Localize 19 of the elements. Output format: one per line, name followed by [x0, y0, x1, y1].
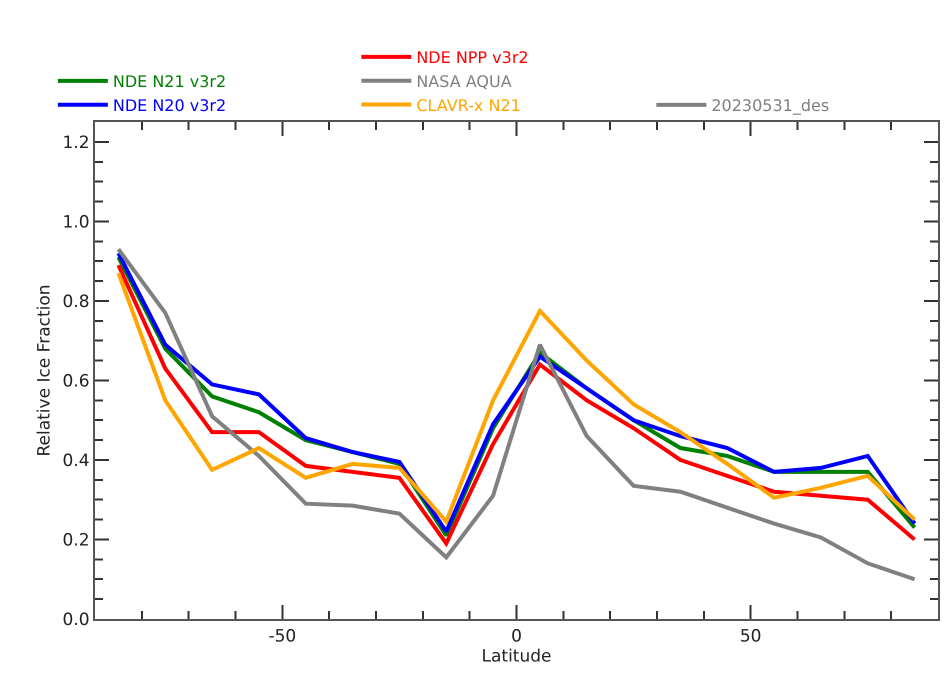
- x-axis-title: Latitude: [482, 646, 552, 666]
- y-tick-label: 0.6: [62, 371, 90, 392]
- legend-label: 20230531_des: [711, 96, 830, 116]
- y-axis-title: Relative Ice Fraction: [34, 284, 55, 457]
- y-tick-label: 0.0: [62, 610, 90, 630]
- legend-label: NDE N21 v3r2: [112, 72, 226, 92]
- legend-label: NASA AQUA: [416, 72, 512, 91]
- y-tick-label: 1.0: [62, 212, 90, 232]
- x-tick-label: -50: [268, 626, 296, 646]
- line-series: [116, 247, 917, 582]
- legend-label: NDE NPP v3r2: [416, 48, 529, 68]
- y-tick-label: 0.4: [62, 450, 90, 471]
- y-tick-label: 1.2: [62, 132, 90, 153]
- y-tick-label: 0.8: [62, 292, 90, 312]
- legend-label: NDE N20 v3r2: [112, 96, 226, 115]
- x-tick-label: 0: [511, 626, 522, 646]
- x-tick-label: 50: [740, 626, 762, 646]
- legend-label: CLAVR-x N21: [416, 96, 521, 115]
- y-tick-label: 0.2: [62, 530, 90, 550]
